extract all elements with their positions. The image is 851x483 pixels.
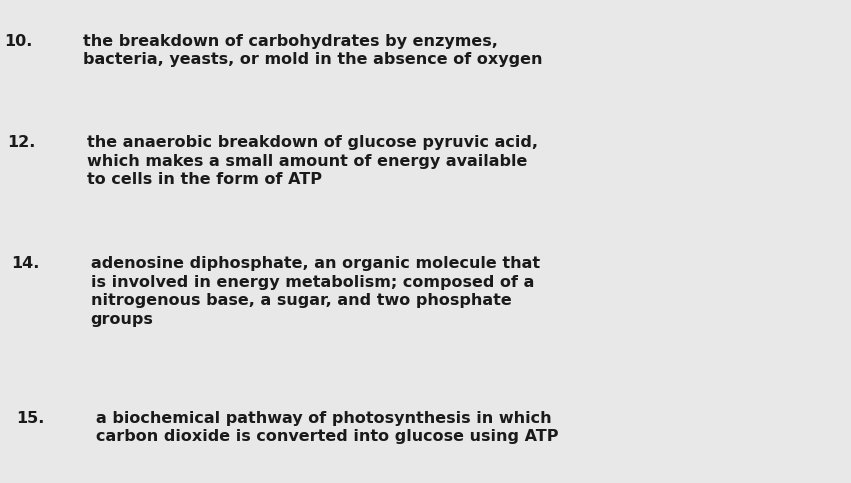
Text: the breakdown of carbohydrates by enzymes,
bacteria, yeasts, or mold in the abse: the breakdown of carbohydrates by enzyme… [83,34,543,68]
Text: 12.: 12. [7,135,36,150]
Text: 10.: 10. [4,34,32,49]
Text: adenosine diphosphate, an organic molecule that
is involved in energy metabolism: adenosine diphosphate, an organic molecu… [90,256,540,327]
Text: 15.: 15. [16,411,44,426]
Text: a biochemical pathway of photosynthesis in which
carbon dioxide is converted int: a biochemical pathway of photosynthesis … [95,411,558,444]
Text: the anaerobic breakdown of glucose pyruvic acid,
which makes a small amount of e: the anaerobic breakdown of glucose pyruv… [87,135,538,187]
Text: 14.: 14. [11,256,39,271]
